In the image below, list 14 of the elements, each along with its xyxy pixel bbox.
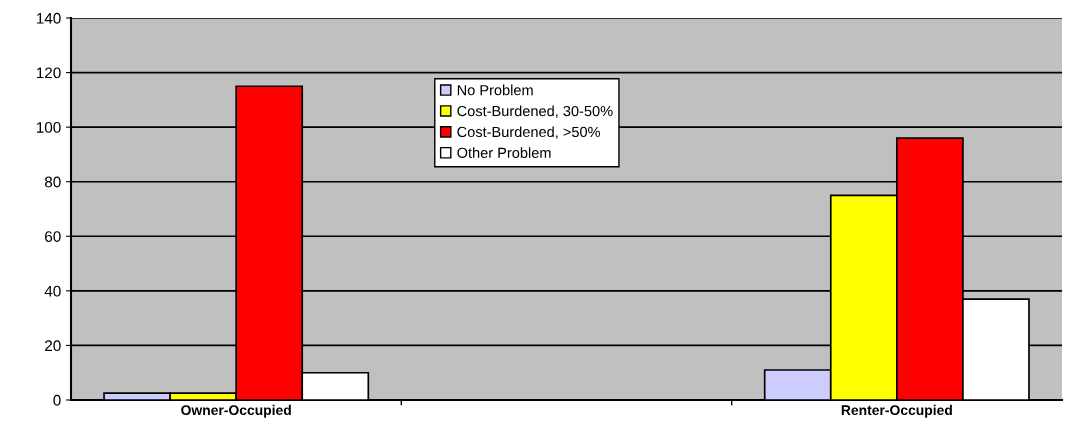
y-tick-label: 100 bbox=[36, 122, 61, 133]
y-tick-label: 120 bbox=[36, 67, 61, 79]
legend-label: Cost-Burdened, 30-50% bbox=[457, 105, 613, 118]
y-tick-label: 0 bbox=[53, 394, 61, 406]
legend-label: Cost-Burdened, >50% bbox=[457, 126, 601, 139]
legend-label: Other Problem bbox=[457, 147, 551, 158]
x-tick-label: Owner-Occupied bbox=[181, 404, 291, 418]
legend-label: No Problem bbox=[457, 84, 533, 96]
y-tick-label: 80 bbox=[44, 176, 61, 188]
y-tick-label: 20 bbox=[45, 340, 61, 352]
y-tick-label: 40 bbox=[44, 285, 61, 297]
y-tick-label: 140 bbox=[36, 12, 61, 24]
y-tick-label: 60 bbox=[45, 231, 61, 242]
x-tick-label: Renter-Occupied bbox=[841, 404, 952, 418]
